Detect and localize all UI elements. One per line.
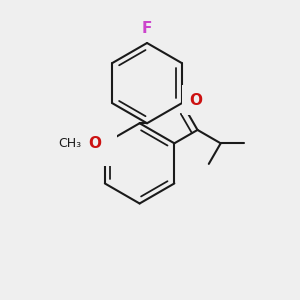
- Text: CH₃: CH₃: [58, 137, 81, 150]
- Text: O: O: [189, 93, 202, 108]
- Text: F: F: [142, 22, 152, 37]
- Text: O: O: [88, 136, 101, 151]
